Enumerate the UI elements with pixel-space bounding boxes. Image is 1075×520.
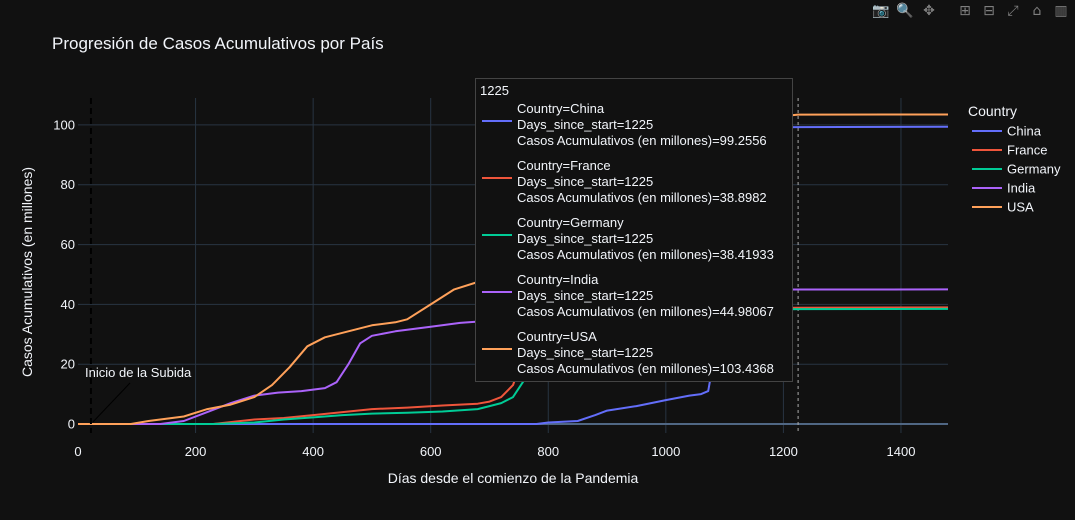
tooltip-text: Country=India Days_since_start=1225 Casos … bbox=[517, 272, 774, 320]
x-tick-label: 1200 bbox=[769, 444, 798, 459]
y-tick-label: 100 bbox=[53, 117, 75, 132]
annotations: Inicio de la Subida bbox=[85, 98, 192, 433]
y-tick-label: 60 bbox=[61, 237, 75, 252]
tooltip-country: Country=India bbox=[517, 272, 599, 287]
x-tick-label: 600 bbox=[420, 444, 442, 459]
x-tick-label: 0 bbox=[74, 444, 81, 459]
home-icon[interactable]: ⌂ bbox=[1032, 3, 1042, 19]
pan-icon[interactable]: ✥ bbox=[923, 3, 935, 19]
legend-item-france[interactable]: France bbox=[1007, 143, 1047, 158]
x-axis-label: Días desde el comienzo de la Pandemia bbox=[388, 470, 639, 486]
x-tick-label: 200 bbox=[185, 444, 207, 459]
camera-icon[interactable]: 📷 bbox=[872, 3, 890, 19]
hover-tooltip: 1225 Country=China Days_since_start=1225 C… bbox=[475, 78, 793, 382]
x-ticks: 0 200 400 600 800 1000 1200 1400 bbox=[74, 444, 915, 459]
x-tick-label: 400 bbox=[302, 444, 324, 459]
tooltip-country: Country=France bbox=[517, 158, 611, 173]
tooltip-swatch bbox=[482, 120, 512, 122]
y-tick-label: 80 bbox=[61, 177, 75, 192]
tooltip-days: Days_since_start=1225 bbox=[517, 345, 654, 360]
zoom-icon[interactable]: 🔍 bbox=[896, 3, 914, 19]
tooltip-cases: Casos Acumulativos (en millones)=38.8982 bbox=[517, 190, 767, 205]
legend-title: Country bbox=[968, 103, 1017, 119]
y-tick-label: 20 bbox=[61, 357, 75, 372]
tooltip-text: Country=France Days_since_start=1225 Casos… bbox=[517, 158, 767, 206]
legend-item-usa[interactable]: USA bbox=[1007, 200, 1034, 215]
annotation-label: Inicio de la Subida bbox=[85, 365, 192, 380]
y-tick-label: 40 bbox=[61, 297, 75, 312]
tooltip-cases: Casos Acumulativos (en millones)=103.436… bbox=[517, 361, 774, 376]
legend-item-india[interactable]: India bbox=[1007, 181, 1036, 196]
tooltip-cases: Casos Acumulativos (en millones)=38.4193… bbox=[517, 247, 774, 262]
tooltip-days: Days_since_start=1225 bbox=[517, 174, 654, 189]
zoom-out-icon[interactable]: ⊟ bbox=[983, 3, 995, 19]
plotly-logo-icon[interactable]: ▥ bbox=[1054, 3, 1068, 19]
tooltip-country: Country=Germany bbox=[517, 215, 624, 230]
annotation-arrow bbox=[92, 382, 131, 423]
tooltip-days: Days_since_start=1225 bbox=[517, 117, 654, 132]
tooltip-text: Country=Germany Days_since_start=1225 Caso… bbox=[517, 215, 774, 263]
tooltip-swatch bbox=[482, 177, 512, 179]
legend[interactable]: Country China France Germany India USA bbox=[968, 103, 1061, 215]
legend-item-germany[interactable]: Germany bbox=[1007, 162, 1061, 177]
tooltip-country: Country=China bbox=[517, 101, 605, 116]
x-tick-label: 800 bbox=[537, 444, 559, 459]
tooltip-country: Country=USA bbox=[517, 329, 597, 344]
chart-title: Progresión de Casos Acumulativos por Paí… bbox=[52, 34, 384, 53]
tooltip-text: Country=China Days_since_start=1225 Casos … bbox=[517, 101, 767, 149]
y-axis-label: Casos Acumulativos (en millones) bbox=[19, 167, 35, 377]
tooltip-days: Days_since_start=1225 bbox=[517, 288, 654, 303]
x-tick-label: 1400 bbox=[887, 444, 916, 459]
autoscale-icon[interactable]: ⤢ bbox=[1007, 3, 1019, 19]
tooltip-header: 1225 bbox=[480, 83, 509, 98]
tooltip-text: Country=USA Days_since_start=1225 Casos Ac… bbox=[517, 329, 774, 377]
tooltip-swatch bbox=[482, 234, 512, 236]
tooltip-days: Days_since_start=1225 bbox=[517, 231, 654, 246]
tooltip-swatch bbox=[482, 291, 512, 293]
zoom-in-icon[interactable]: ⊞ bbox=[959, 3, 971, 19]
tooltip-cases: Casos Acumulativos (en millones)=44.9806… bbox=[517, 304, 774, 319]
tooltip-swatch bbox=[482, 348, 512, 350]
tooltip-cases: Casos Acumulativos (en millones)=99.2556 bbox=[517, 133, 767, 148]
modebar: 📷 🔍 ✥ ⊞ ⊟ ⤢ ⌂ ▥ bbox=[871, 2, 1071, 20]
y-ticks: 0 20 40 60 80 100 bbox=[53, 117, 75, 431]
y-tick-label: 0 bbox=[68, 417, 75, 432]
legend-item-china[interactable]: China bbox=[1007, 124, 1042, 139]
x-tick-label: 1000 bbox=[651, 444, 680, 459]
